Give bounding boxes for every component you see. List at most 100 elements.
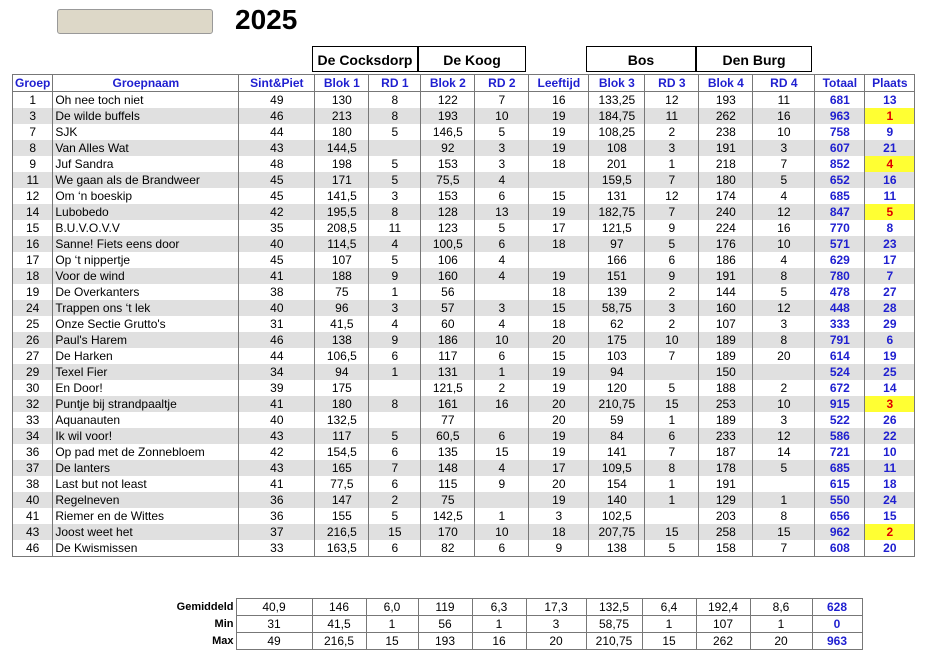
cell: Trappen ons ‘t lek <box>52 300 240 316</box>
cell: 193 <box>420 108 476 124</box>
cell: 9 <box>644 220 700 236</box>
cell: 4 <box>752 252 816 268</box>
cell: 19 <box>528 140 590 156</box>
cell: 133,25 <box>588 91 646 108</box>
cell: 10 <box>752 124 816 140</box>
cell: 1 <box>644 476 700 492</box>
cell: 1 <box>365 615 419 633</box>
cell: 26 <box>11 332 54 348</box>
cell: 238 <box>698 124 754 140</box>
data-row: 17 Op ‘t nippertje 45 107 5 106 4 166 6 186 4 629 17 <box>11 252 916 268</box>
cell: 3 <box>474 140 530 156</box>
cell: 5 <box>864 204 916 220</box>
cell: 15 <box>368 524 422 540</box>
cell: 1 <box>368 364 422 380</box>
cell: 14 <box>752 444 816 460</box>
cell: 100,5 <box>420 236 476 252</box>
cell: 524 <box>814 364 866 380</box>
cell: 148 <box>420 460 476 476</box>
cell: 139 <box>588 284 646 300</box>
column-header: Totaal <box>814 74 866 92</box>
cell: 19 <box>528 268 590 284</box>
cell: 31 <box>235 615 313 633</box>
cell: Last but not least <box>52 476 240 492</box>
column-header: Leeftijd <box>528 74 590 92</box>
data-row: 32 Puntje bij strandpaaltje 41 180 8 161 16 20 2… <box>11 396 916 412</box>
cell: 608 <box>814 540 866 557</box>
cell: 34 <box>238 364 316 380</box>
cell: 201 <box>588 156 646 172</box>
cell: 780 <box>814 268 866 284</box>
cell: 6,4 <box>641 598 697 616</box>
cell: 144,5 <box>314 140 370 156</box>
cell: 108,25 <box>588 124 646 140</box>
cell: 5 <box>644 540 700 557</box>
cell: 333 <box>814 316 866 332</box>
column-header: Groep <box>11 74 54 92</box>
cell: 46 <box>238 108 316 124</box>
column-header: Sint&Piet <box>238 74 316 92</box>
cell: 45 <box>238 252 316 268</box>
cell: 58,75 <box>585 615 643 633</box>
cell: 10 <box>864 444 916 460</box>
cell: 144 <box>698 284 754 300</box>
cell: 160 <box>420 268 476 284</box>
cell: 41,5 <box>314 316 370 332</box>
cell: 8 <box>11 140 54 156</box>
cell: 4 <box>474 268 530 284</box>
cell: 2 <box>752 380 816 396</box>
cell: 189 <box>698 332 754 348</box>
cell: 41,5 <box>311 615 367 633</box>
cell: 41 <box>238 268 316 284</box>
cell: 18 <box>528 524 590 540</box>
cell: 10 <box>474 332 530 348</box>
cell: 6 <box>864 332 916 348</box>
cell: 77 <box>420 412 476 428</box>
cell: 170 <box>420 524 476 540</box>
cell: 27 <box>11 348 54 364</box>
cell: 224 <box>698 220 754 236</box>
data-row: 27 De Harken 44 106,5 6 117 6 15 103 7 189 20 614 19 <box>11 348 916 364</box>
cell: 141,5 <box>314 188 370 204</box>
cell: 180 <box>314 396 370 412</box>
cell: 19 <box>528 428 590 444</box>
cell: 195,5 <box>314 204 370 220</box>
cell: 685 <box>814 188 866 204</box>
cell: 962 <box>814 524 866 540</box>
cell: 107 <box>314 252 370 268</box>
cell: 11 <box>752 91 816 108</box>
cell: 131 <box>420 364 476 380</box>
data-row: 14 Lubobedo 42 195,5 8 128 13 19 182,75 7 240 12 847… <box>11 204 916 220</box>
cell: 8 <box>864 220 916 236</box>
cell <box>474 284 530 300</box>
cell: 19 <box>528 108 590 124</box>
cell: 153 <box>420 188 476 204</box>
cell: 3 <box>368 300 422 316</box>
cell: 629 <box>814 252 866 268</box>
button[interactable] <box>57 9 213 34</box>
column-header: Plaats <box>864 74 916 92</box>
cell: 41 <box>238 396 316 412</box>
cell: 15 <box>644 524 700 540</box>
cell: 26 <box>864 412 916 428</box>
cell: 160 <box>698 300 754 316</box>
cell: 5 <box>474 124 530 140</box>
cell: 6 <box>368 348 422 364</box>
cell: 11 <box>368 220 422 236</box>
cell: 13 <box>864 91 916 108</box>
cell: 628 <box>811 598 863 616</box>
cell: 154,5 <box>314 444 370 460</box>
cell: 3 <box>474 300 530 316</box>
cell: 46 <box>11 540 54 557</box>
cell: 75 <box>314 284 370 300</box>
cell: 22 <box>864 428 916 444</box>
cell: 131 <box>588 188 646 204</box>
cell: 24 <box>11 300 54 316</box>
cell: 114,5 <box>314 236 370 252</box>
cell: 3 <box>528 508 590 524</box>
cell: 20 <box>528 396 590 412</box>
cell: 5 <box>752 172 816 188</box>
cell: Oh nee toch niet <box>52 91 240 108</box>
